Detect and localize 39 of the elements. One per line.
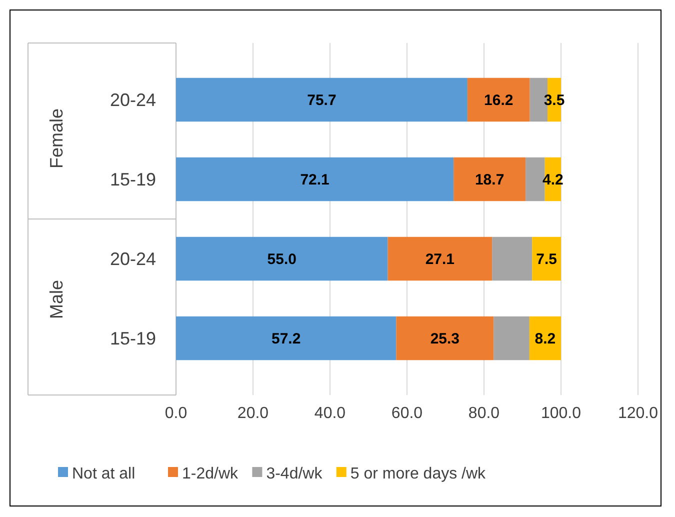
x-tick-label: 120.0: [618, 405, 658, 422]
data-label: 27.1: [425, 251, 455, 268]
data-label: 25.3: [430, 330, 460, 348]
bar: [176, 157, 454, 202]
bar: [494, 316, 530, 360]
legend-label: Not at all: [72, 466, 136, 483]
y-tick-label: 20-24: [110, 249, 156, 270]
legend-label: 1-2d/wk: [182, 466, 240, 483]
legend-label: 5 or more days /wk: [350, 466, 487, 483]
bar: [388, 236, 492, 281]
x-tick-label: 40.0: [314, 405, 346, 422]
x-tick-label: 60.0: [391, 405, 423, 422]
data-label: 18.7: [474, 171, 504, 188]
text: Male: [46, 280, 66, 320]
data-label: 16.2: [484, 92, 514, 109]
bar: [454, 157, 526, 202]
legend-label: 3-4d/wk: [266, 466, 324, 483]
bar: [176, 236, 388, 281]
data-label: 7.5: [536, 251, 557, 268]
data-label: 75.7: [307, 92, 336, 109]
text: Female: [46, 108, 66, 169]
bar: [532, 236, 561, 281]
y-tick-label: 15-19: [110, 170, 156, 190]
data-label: 55.0: [267, 251, 296, 268]
x-tick-label: 80.0: [468, 405, 500, 422]
bar: [492, 236, 532, 281]
x-tick-label: 0.0: [164, 405, 188, 422]
x-tick-label: 100.0: [540, 405, 582, 422]
bar: [529, 316, 561, 360]
bar: [467, 78, 530, 122]
bar: [176, 78, 468, 122]
y-tick-label: 20-24: [110, 90, 156, 110]
data-label: 57.2: [272, 330, 301, 348]
data-label: 8.2: [534, 330, 556, 348]
bar: [176, 316, 396, 360]
x-tick-label: 20.0: [237, 405, 269, 422]
data-label: 72.1: [300, 171, 330, 188]
bar: [396, 316, 494, 360]
y-tick-label: 15-19: [110, 328, 156, 349]
